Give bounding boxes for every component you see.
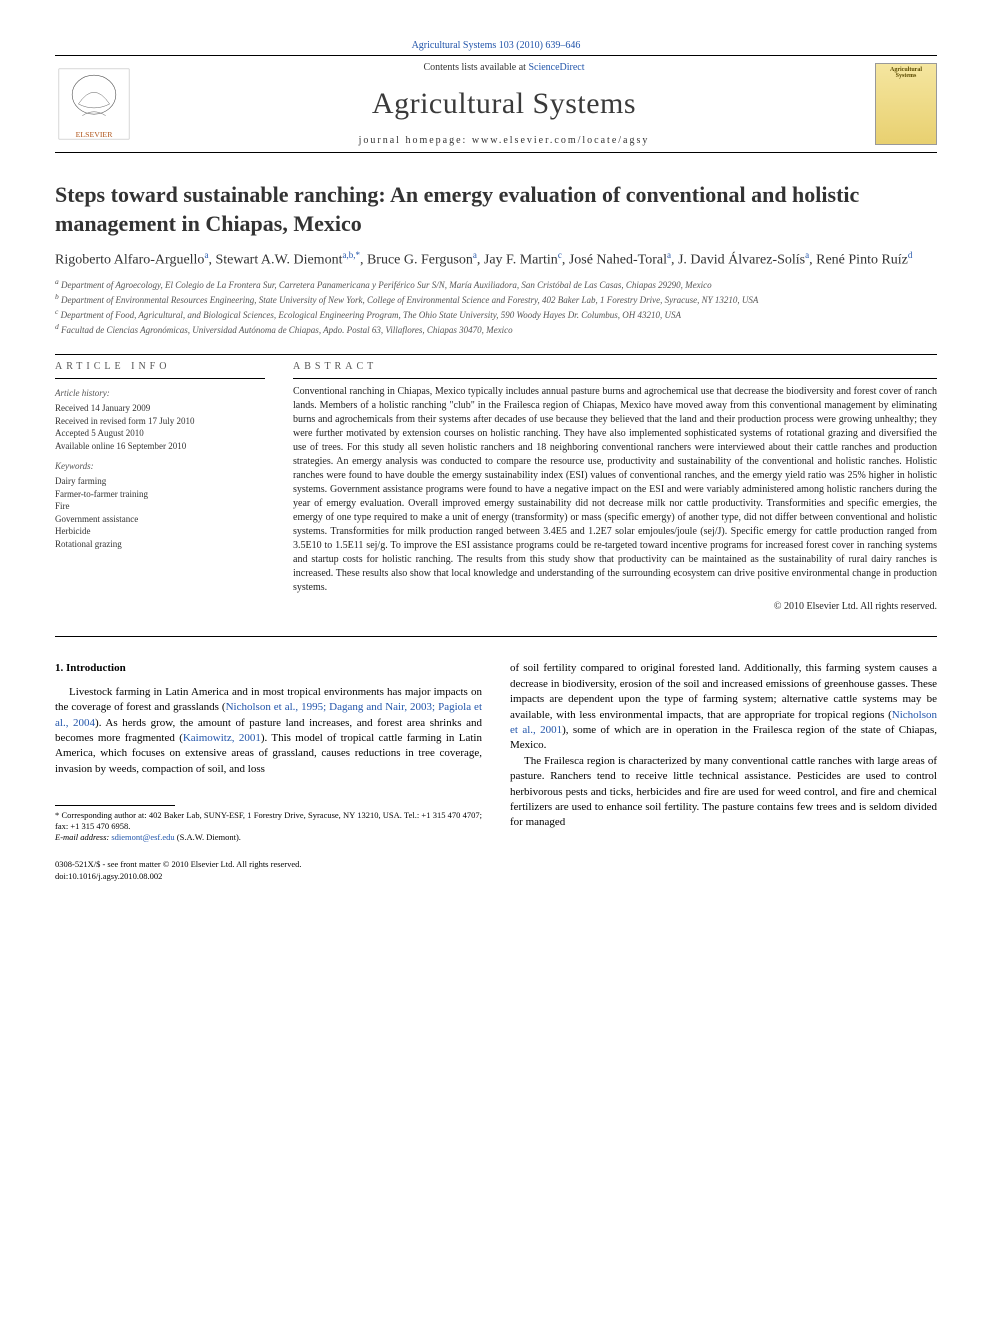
abstract-copyright: © 2010 Elsevier Ltd. All rights reserved… (293, 601, 937, 612)
journal-cover-thumbnail: Agricultural Systems (875, 63, 937, 145)
corresponding-marker: * (355, 250, 360, 260)
article-info-head: article info (55, 361, 265, 372)
keyword: Fire (55, 500, 265, 513)
body-text: of soil fertility compared to original f… (510, 662, 937, 720)
author-aff-marker: d (908, 250, 913, 260)
body-paragraph: The Frailesca region is characterized by… (510, 754, 937, 831)
homepage-prefix: journal homepage: (359, 135, 472, 146)
body-text: ), some of which are in operation in the… (510, 724, 937, 751)
affiliation-d: d Facultad de Ciencias Agronómicas, Univ… (55, 322, 937, 336)
author: René Pinto Ruíz (816, 253, 908, 268)
body-paragraph: of soil fertility compared to original f… (510, 661, 937, 753)
footnote-separator (55, 805, 175, 806)
affiliation-b: b Department of Environmental Resources … (55, 292, 937, 306)
author: Rigoberto Alfaro-Arguello (55, 253, 204, 268)
keywords-label: Keywords: (55, 460, 265, 473)
history-label: Article history: (55, 387, 265, 400)
authors-line: Rigoberto Alfaro-Arguelloa, Stewart A.W.… (55, 250, 937, 269)
cover-thumb-title: Agricultural Systems (879, 67, 933, 79)
history-item: Available online 16 September 2010 (55, 440, 265, 453)
abstract-column: abstract Conventional ranching in Chiapa… (293, 361, 937, 612)
email-suffix: (S.A.W. Diemont). (175, 832, 241, 842)
sciencedirect-link[interactable]: ScienceDirect (528, 62, 584, 73)
author-aff-marker: a (805, 250, 809, 260)
author-aff-marker: a,b, (342, 250, 355, 260)
footer-line1: 0308-521X/$ - see front matter © 2010 El… (55, 859, 482, 871)
abstract-head: abstract (293, 361, 937, 372)
journal-header-bar: ELSEVIER Contents lists available at Sci… (55, 55, 937, 153)
affiliation-a: a Department of Agroecology, El Colegio … (55, 277, 937, 291)
body-col-right: of soil fertility compared to original f… (510, 661, 937, 883)
affiliation-c: c Department of Food, Agricultural, and … (55, 307, 937, 321)
section-heading: 1. Introduction (55, 661, 482, 676)
email-link[interactable]: sdiemont@esf.edu (111, 832, 174, 842)
author: Jay F. Martin (484, 253, 558, 268)
footer-doi: doi:10.1016/j.agsy.2010.08.002 (55, 871, 482, 883)
header-citation: Agricultural Systems 103 (2010) 639–646 (55, 40, 937, 51)
email-footnote: E-mail address: sdiemont@esf.edu (S.A.W.… (55, 832, 482, 843)
header-center: Contents lists available at ScienceDirec… (133, 62, 875, 146)
author: J. David Álvarez-Solís (678, 253, 805, 268)
author: Bruce G. Ferguson (367, 253, 473, 268)
journal-name: Agricultural Systems (133, 87, 875, 121)
corresponding-footnote: * Corresponding author at: 402 Baker Lab… (55, 810, 482, 832)
author-aff-marker: a (473, 250, 477, 260)
journal-homepage: journal homepage: www.elsevier.com/locat… (133, 135, 875, 146)
contents-list-line: Contents lists available at ScienceDirec… (133, 62, 875, 73)
author-aff-marker: c (558, 250, 562, 260)
email-label: E-mail address: (55, 832, 111, 842)
author-aff-marker: a (204, 250, 208, 260)
article-history: Article history: Received 14 January 200… (55, 387, 265, 452)
rule (55, 378, 265, 379)
abstract-text: Conventional ranching in Chiapas, Mexico… (293, 385, 937, 595)
keyword: Rotational grazing (55, 538, 265, 551)
footer-copyright: 0308-521X/$ - see front matter © 2010 El… (55, 859, 482, 883)
contents-prefix: Contents lists available at (423, 62, 528, 73)
author: Stewart A.W. Diemont (215, 253, 342, 268)
article-info-column: article info Article history: Received 1… (55, 361, 265, 612)
keyword: Government assistance (55, 513, 265, 526)
body-col-left: 1. Introduction Livestock farming in Lat… (55, 661, 482, 883)
history-item: Accepted 5 August 2010 (55, 427, 265, 440)
elsevier-logo: ELSEVIER (55, 65, 133, 143)
history-item: Received in revised form 17 July 2010 (55, 415, 265, 428)
body-columns: 1. Introduction Livestock farming in Lat… (55, 661, 937, 883)
rule (55, 636, 937, 637)
affiliations: a Department of Agroecology, El Colegio … (55, 277, 937, 337)
svg-text:ELSEVIER: ELSEVIER (76, 130, 114, 139)
keywords-block: Keywords: Dairy farming Farmer-to-farmer… (55, 460, 265, 550)
citation-link[interactable]: Kaimowitz, 2001 (183, 732, 261, 744)
keyword: Herbicide (55, 525, 265, 538)
keyword: Farmer-to-farmer training (55, 488, 265, 501)
body-paragraph: Livestock farming in Latin America and i… (55, 685, 482, 777)
rule (293, 378, 937, 379)
article-title: Steps toward sustainable ranching: An em… (55, 181, 937, 238)
history-item: Received 14 January 2009 (55, 402, 265, 415)
keyword: Dairy farming (55, 475, 265, 488)
author-aff-marker: a (667, 250, 671, 260)
author: José Nahed-Toral (569, 253, 667, 268)
homepage-url[interactable]: www.elsevier.com/locate/agsy (472, 135, 650, 146)
info-abstract-row: article info Article history: Received 1… (55, 361, 937, 612)
rule (55, 354, 937, 355)
